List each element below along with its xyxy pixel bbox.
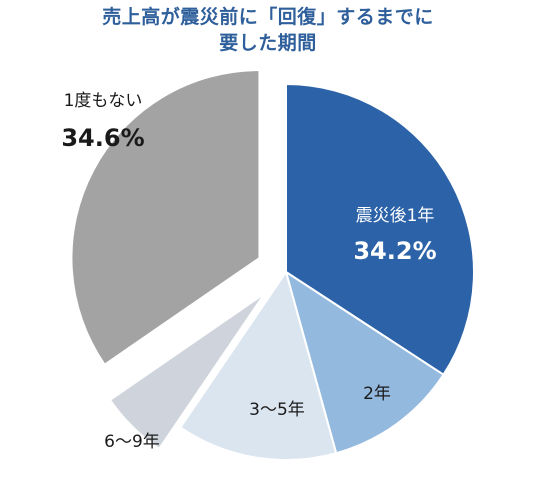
slice-label-2: 3～5年 [249,400,305,420]
slice-label-3: 6～9年 [104,432,160,452]
slice-label-4: 1度もない [64,91,143,111]
slice-label-0: 震災後1年 [356,206,435,226]
chart-title-line-2: 要した期間 [219,32,317,54]
slice-value-label-4: 34.6% [61,124,144,152]
slice-value-label-0: 34.2% [353,237,436,265]
slice-2 [179,271,338,461]
chart-title: 売上高が震災前に「回復」するまでに 要した期間 [0,4,536,56]
slice-label-1: 2年 [363,384,391,404]
slice-4 [70,69,261,366]
slice-3 [109,292,266,450]
chart-title-line-1: 売上高が震災前に「回復」するまでに [102,6,434,28]
slice-1 [285,271,445,455]
